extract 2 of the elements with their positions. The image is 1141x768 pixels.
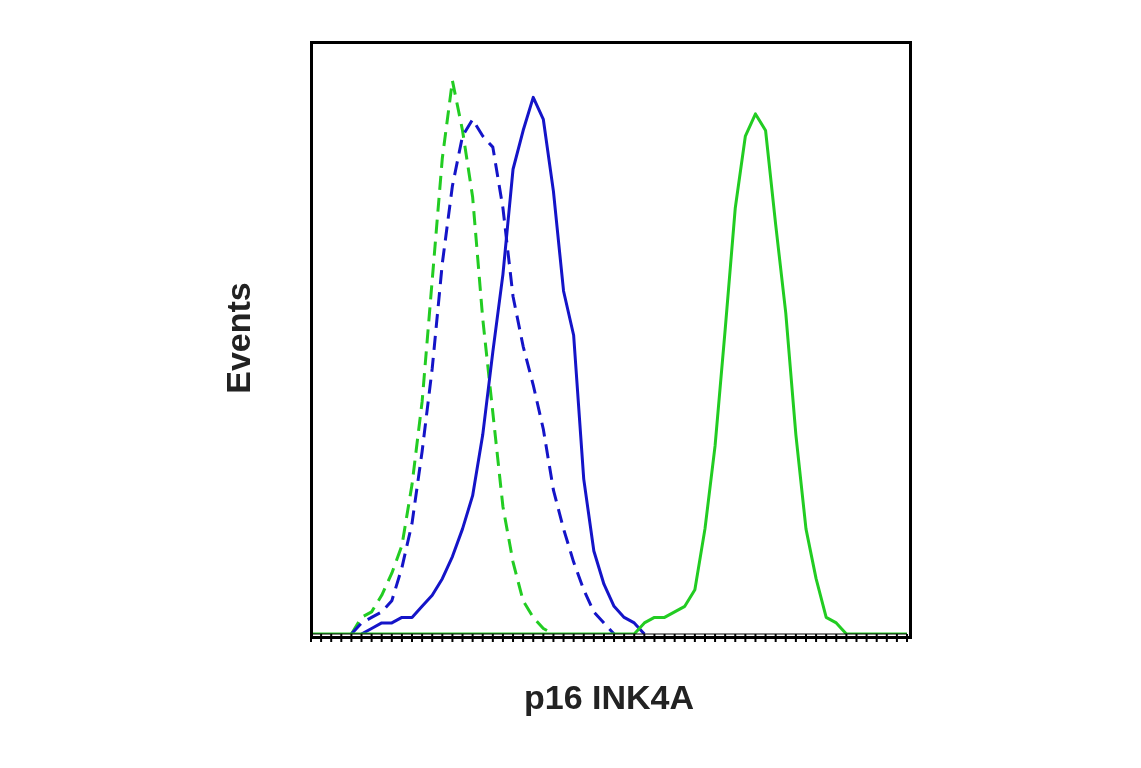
y-axis-title: Events	[218, 282, 258, 394]
x-axis-title: p16 INK4A	[522, 678, 696, 717]
